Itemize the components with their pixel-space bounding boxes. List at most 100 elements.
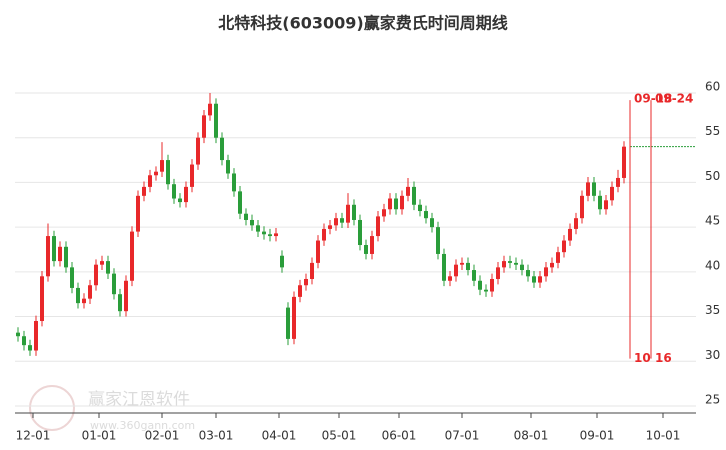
candle-body: [136, 195, 140, 232]
candle-body: [298, 285, 302, 297]
candle-body: [280, 255, 284, 268]
candle-body: [610, 186, 614, 201]
candle-body: [190, 164, 194, 187]
candle-body: [550, 262, 554, 268]
candle-body: [202, 115, 206, 138]
x-tick-label: 07-01: [445, 429, 480, 443]
candle-body: [34, 321, 38, 351]
chart-title: 北特科技(603009)赢家费氏时间周期线: [218, 14, 507, 33]
candle-body: [448, 276, 452, 281]
candle-body: [538, 276, 542, 283]
candle-body: [28, 345, 32, 351]
candle-body: [454, 264, 458, 277]
candle-body: [154, 171, 158, 176]
candle-body: [382, 209, 386, 217]
candle-body: [442, 253, 446, 281]
candle-body: [268, 234, 272, 237]
candle-body: [286, 307, 290, 339]
cycle-top-label: 09-18: [634, 92, 672, 106]
candle-body: [574, 218, 578, 229]
candle-body: [334, 218, 338, 226]
candle-body: [412, 186, 416, 205]
candle-body: [22, 336, 26, 346]
candle-body: [46, 236, 50, 277]
candle-body: [214, 103, 218, 138]
x-tick-label: 03-01: [199, 429, 234, 443]
candle-body: [472, 270, 476, 281]
candle-body: [562, 240, 566, 253]
candle-body: [274, 233, 278, 237]
candle-body: [622, 146, 626, 178]
candle-body: [244, 213, 248, 220]
y-tick-label: 60: [705, 80, 720, 94]
candle-body: [394, 198, 398, 210]
candle-body: [346, 204, 350, 223]
y-tick-label: 35: [705, 303, 720, 317]
candle-body: [112, 273, 116, 295]
candle-body: [544, 267, 548, 277]
candle-body: [508, 261, 512, 263]
candle-body: [40, 276, 44, 322]
candle-body: [406, 186, 410, 196]
candle-body: [172, 184, 176, 199]
y-tick-label: 40: [705, 258, 720, 272]
candle-body: [130, 231, 134, 281]
x-tick-label: 01-01: [82, 429, 117, 443]
candle-body: [484, 289, 488, 292]
candle-body: [586, 182, 590, 196]
candle-body: [94, 264, 98, 286]
candle-body: [466, 262, 470, 271]
candle-body: [616, 177, 620, 187]
candle-body: [328, 225, 332, 229]
cycle-top-label: 09-24: [655, 92, 693, 106]
candle-body: [118, 294, 122, 312]
candle-body: [292, 296, 296, 339]
cycle-bottom-label: 16: [655, 351, 672, 365]
candle-body: [16, 332, 20, 337]
y-tick-label: 55: [705, 124, 720, 138]
candle-body: [604, 200, 608, 210]
candle-body: [178, 198, 182, 203]
candle-body: [166, 160, 170, 185]
candle-body: [76, 287, 80, 304]
candle-body: [478, 280, 482, 290]
candle-body: [400, 195, 404, 210]
candle-body: [142, 186, 146, 196]
y-tick-label: 45: [705, 214, 720, 228]
candle-body: [304, 278, 308, 286]
candle-body: [310, 262, 314, 279]
cycle-bottom-label: 10: [634, 351, 651, 365]
watermark-logo: [29, 385, 75, 431]
candle-body: [496, 267, 500, 279]
candle-body: [220, 137, 224, 161]
y-tick-label: 50: [705, 169, 720, 183]
candle-body: [208, 103, 212, 116]
x-tick-label: 04-01: [262, 429, 297, 443]
candle-body: [82, 298, 86, 304]
candle-body: [316, 240, 320, 263]
candle-body: [262, 231, 266, 235]
x-tick-label: 08-01: [514, 429, 549, 443]
candle-body: [370, 236, 374, 254]
candle-body: [52, 236, 56, 262]
candle-body: [196, 137, 200, 165]
candle-body: [598, 195, 602, 210]
candle-body: [418, 204, 422, 212]
y-tick-label: 25: [705, 392, 720, 406]
candle-body: [148, 175, 152, 187]
x-tick-label: 09-01: [580, 429, 615, 443]
candle-body: [58, 246, 62, 262]
candle-body: [352, 204, 356, 220]
watermark-name: 赢家江恩软件: [88, 390, 190, 410]
candle-body: [430, 218, 434, 228]
watermark-url: www.360gann.com: [90, 419, 195, 432]
x-tick-label: 02-01: [145, 429, 180, 443]
candle-body: [106, 261, 110, 274]
y-tick-label: 30: [705, 348, 720, 362]
candle-body: [160, 160, 164, 172]
candle-body: [364, 245, 368, 254]
candle-body: [556, 252, 560, 263]
candle-body: [592, 182, 596, 196]
watermark: 赢家江恩软件 www.360gann.com: [29, 385, 195, 432]
